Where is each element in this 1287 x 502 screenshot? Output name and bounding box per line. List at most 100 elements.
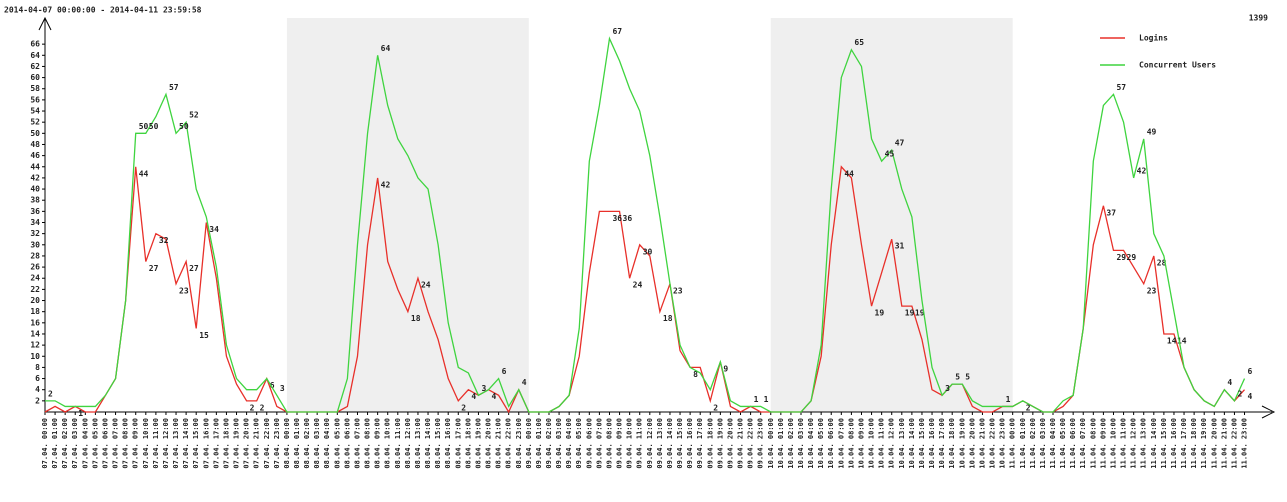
x-tick-label: 11.04. 09:00 (1099, 418, 1107, 469)
x-tick-label: 09.04. 06:00 (585, 418, 593, 469)
x-tick-label: 09.04. 01:00 (535, 418, 543, 469)
x-tick-label: 10.04. 18:00 (948, 418, 956, 469)
x-tick-label: 11.04. 16:00 (1170, 418, 1178, 469)
x-tick-label: 07.04. 18:00 (222, 418, 230, 469)
x-tick-label: 09.04. 22:00 (747, 418, 755, 469)
legend-label: Logins (1139, 33, 1168, 43)
data-label: 5 (965, 373, 970, 382)
data-label: 19 (875, 309, 885, 318)
y-tick-label: 56 (30, 95, 40, 104)
x-tick-label: 10.04. 22:00 (989, 418, 997, 469)
x-tick-label: 08.04. 06:00 (343, 418, 351, 469)
data-label: 4 (1227, 378, 1232, 387)
data-label: 52 (189, 111, 199, 120)
data-label: 2 (1026, 403, 1031, 412)
x-tick-label: 11.04. 01:00 (1019, 418, 1027, 469)
x-tick-label: 07.04. 20:00 (243, 418, 251, 469)
series-line (44, 165, 1246, 414)
data-label: 50 (149, 122, 159, 131)
y-tick-label: 10 (30, 352, 40, 361)
data-label: 50 (139, 122, 149, 131)
x-tick-label: 10.04. 07:00 (837, 418, 845, 469)
x-tick-label: 08.04. 13:00 (414, 418, 422, 469)
data-label: 29 (1116, 253, 1126, 262)
x-tick-label: 11.04. 19:00 (1200, 418, 1208, 469)
x-tick-label: 08.04. 22:00 (505, 418, 513, 469)
x-tick-label: 09.04. 03:00 (555, 418, 563, 469)
x-tick-label: 10.04. 06:00 (827, 418, 835, 469)
data-label: 19 (905, 309, 915, 318)
data-label: 6 (502, 367, 507, 376)
y-tick-label: 60 (30, 73, 40, 82)
x-tick-label: 10.04. 12:00 (888, 418, 896, 469)
y-tick-label: 28 (30, 251, 40, 260)
x-tick-label: 10.04. 11:00 (878, 418, 886, 469)
data-label: 28 (1157, 258, 1167, 267)
data-label: 29 (1127, 253, 1137, 262)
x-tick-label: 11.04. 08:00 (1089, 418, 1097, 469)
x-tick-label: 11.04. 00:00 (1009, 418, 1017, 469)
x-tick-label: 07.04. 16:00 (202, 418, 210, 469)
x-tick-label: 09.04. 04:00 (565, 418, 573, 469)
x-tick-label: 11.04. 18:00 (1190, 418, 1198, 469)
data-label: 2 (1237, 389, 1242, 398)
data-label: 2 (461, 403, 466, 412)
x-tick-label: 08.04. 16:00 (444, 418, 452, 469)
y-tick-label: 14 (30, 329, 40, 338)
x-tick-label: 09.04. 19:00 (716, 418, 724, 469)
x-tick-label: 07.04. 06:00 (101, 418, 109, 469)
y-tick-label: 20 (30, 296, 40, 305)
legend-label: Concurrent Users (1139, 61, 1216, 70)
x-tick-label: 08.04. 19:00 (474, 418, 482, 469)
x-tick-label: 11.04. 23:00 (1241, 418, 1249, 469)
data-label: 23 (673, 286, 683, 295)
y-tick-label: 18 (30, 307, 40, 316)
y-tick-label: 58 (30, 84, 40, 93)
data-label: 2 (250, 403, 255, 412)
x-tick-label: 08.04. 17:00 (454, 418, 462, 469)
x-tick-label: 10.04. 00:00 (767, 418, 775, 469)
x-tick-label: 08.04. 07:00 (353, 418, 361, 469)
data-label: 9 (723, 364, 728, 373)
data-label: 23 (179, 286, 189, 295)
data-label: 4 (471, 392, 476, 401)
data-label: 14 (1177, 336, 1187, 345)
day-bands (286, 18, 1013, 412)
data-label: 24 (633, 281, 643, 290)
data-label: 2 (260, 403, 265, 412)
data-label: 4 (492, 392, 497, 401)
x-tick-label: 09.04. 17:00 (696, 418, 704, 469)
x-tick-label: 10.04. 03:00 (797, 418, 805, 469)
y-tick-label: 12 (30, 341, 40, 350)
x-tick-label: 11.04. 11:00 (1120, 418, 1128, 469)
x-tick-label: 11.04. 13:00 (1140, 418, 1148, 469)
y-tick-label: 22 (30, 285, 40, 294)
data-label: 30 (643, 247, 653, 256)
x-tick-label: 09.04. 02:00 (545, 418, 553, 469)
x-tick-label: 08.04. 04:00 (323, 418, 331, 469)
x-tick-label: 07.04. 01:00 (51, 418, 59, 469)
x-tick-label: 10.04. 21:00 (978, 418, 986, 469)
y-tick-label: 26 (30, 263, 40, 272)
data-label: 50 (179, 122, 189, 131)
x-tick-label: 11.04. 06:00 (1069, 418, 1077, 469)
annotation: 1399 (1249, 14, 1268, 23)
x-tick-label: 09.04. 18:00 (706, 418, 714, 469)
data-label: 3 (945, 384, 950, 393)
x-tick-label: 11.04. 17:00 (1180, 418, 1188, 469)
day-band (286, 18, 529, 412)
x-tick-label: 07.04. 11:00 (152, 418, 160, 469)
data-label: 27 (189, 264, 199, 273)
x-tick-label: 08.04. 08:00 (364, 418, 372, 469)
x-tick-label: 10.04. 08:00 (847, 418, 855, 469)
x-tick-label: 11.04. 22:00 (1230, 418, 1238, 469)
x-tick-label: 07.04. 12:00 (162, 418, 170, 469)
x-tick-label: 07.04. 09:00 (132, 418, 140, 469)
x-tick-label: 10.04. 20:00 (968, 418, 976, 469)
x-tick-label: 11.04. 12:00 (1130, 418, 1138, 469)
data-label: 57 (1116, 83, 1126, 92)
data-label: 4 (522, 378, 527, 387)
data-label: 36 (612, 214, 622, 223)
x-tick-label: 08.04. 11:00 (394, 418, 402, 469)
y-tick-label: 32 (30, 229, 40, 238)
